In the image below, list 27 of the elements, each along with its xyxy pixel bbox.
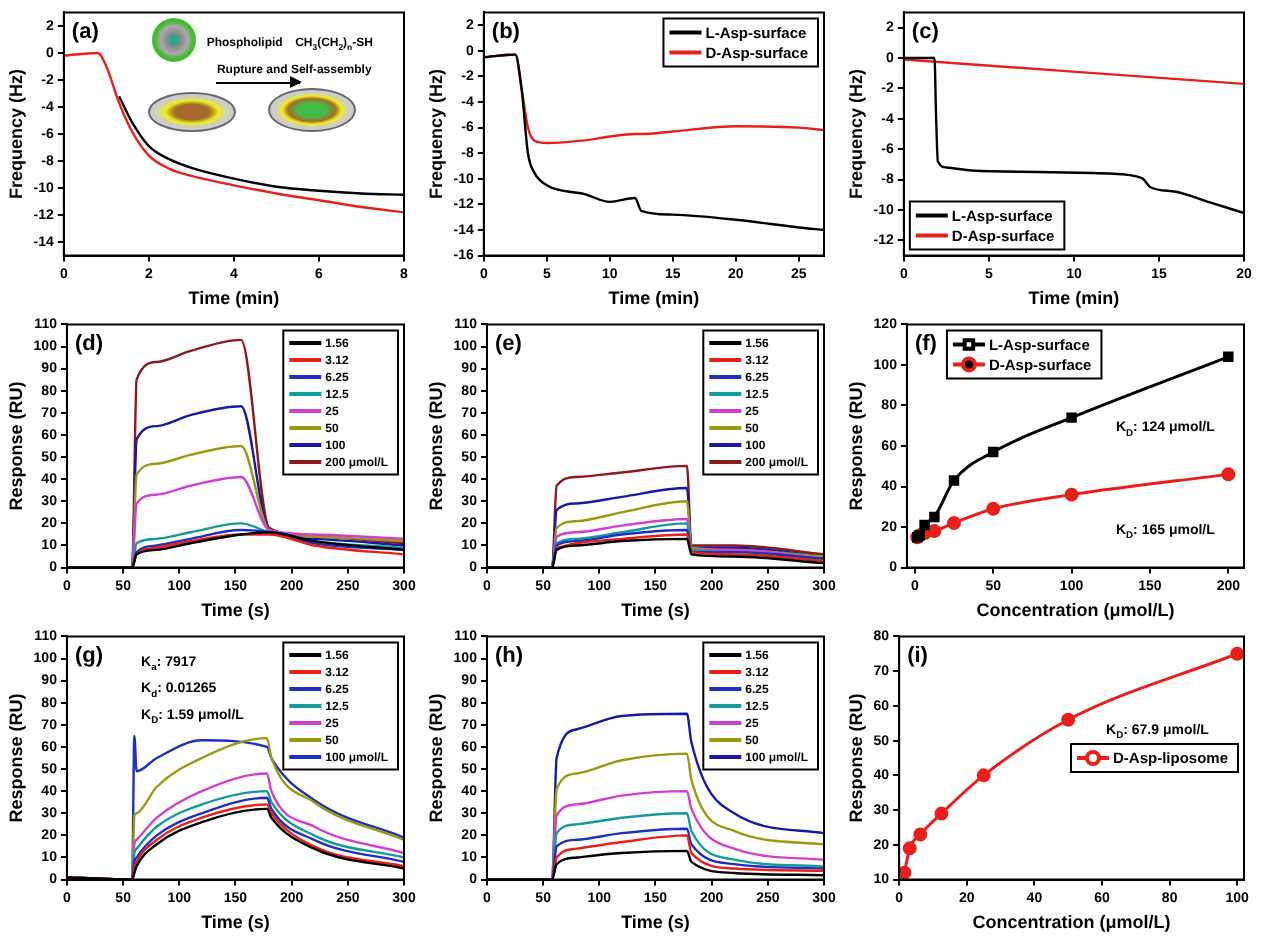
- x-axis-title: Time (s): [621, 600, 690, 621]
- x-axis-title: Concentration (μmol/L): [976, 600, 1175, 621]
- chart-title: (g): [74, 644, 104, 669]
- chart-title: (f): [914, 332, 938, 357]
- y-axis-title: Response (RU): [425, 381, 446, 511]
- chart-title: (i): [907, 644, 929, 669]
- x-axis-title: Time (min): [1028, 288, 1120, 309]
- chart-title: (a): [71, 20, 100, 45]
- chart-title: (b): [491, 20, 521, 45]
- y-axis-title: Frequency (Hz): [845, 68, 866, 200]
- y-axis-title: Response (RU): [845, 693, 866, 823]
- chart-title: (e): [494, 332, 523, 357]
- x-axis-title: Time (s): [201, 912, 270, 933]
- chart-title: (h): [494, 644, 524, 669]
- y-axis-title: Response (RU): [5, 381, 26, 511]
- y-axis-title: Response (RU): [845, 381, 866, 511]
- chart-title: (d): [74, 332, 104, 357]
- y-axis-title: Frequency (Hz): [5, 68, 26, 200]
- x-axis-title: Time (s): [201, 600, 270, 621]
- x-axis-title: Time (s): [621, 912, 690, 933]
- x-axis-title: Time (min): [608, 288, 700, 309]
- y-axis-title: Response (RU): [5, 693, 26, 823]
- chart-title: (c): [911, 20, 940, 45]
- y-axis-title: Response (RU): [425, 693, 446, 823]
- x-axis-title: Time (min): [188, 288, 280, 309]
- x-axis-title: Concentration (μmol/L): [972, 912, 1171, 933]
- y-axis-title: Frequency (Hz): [425, 68, 446, 200]
